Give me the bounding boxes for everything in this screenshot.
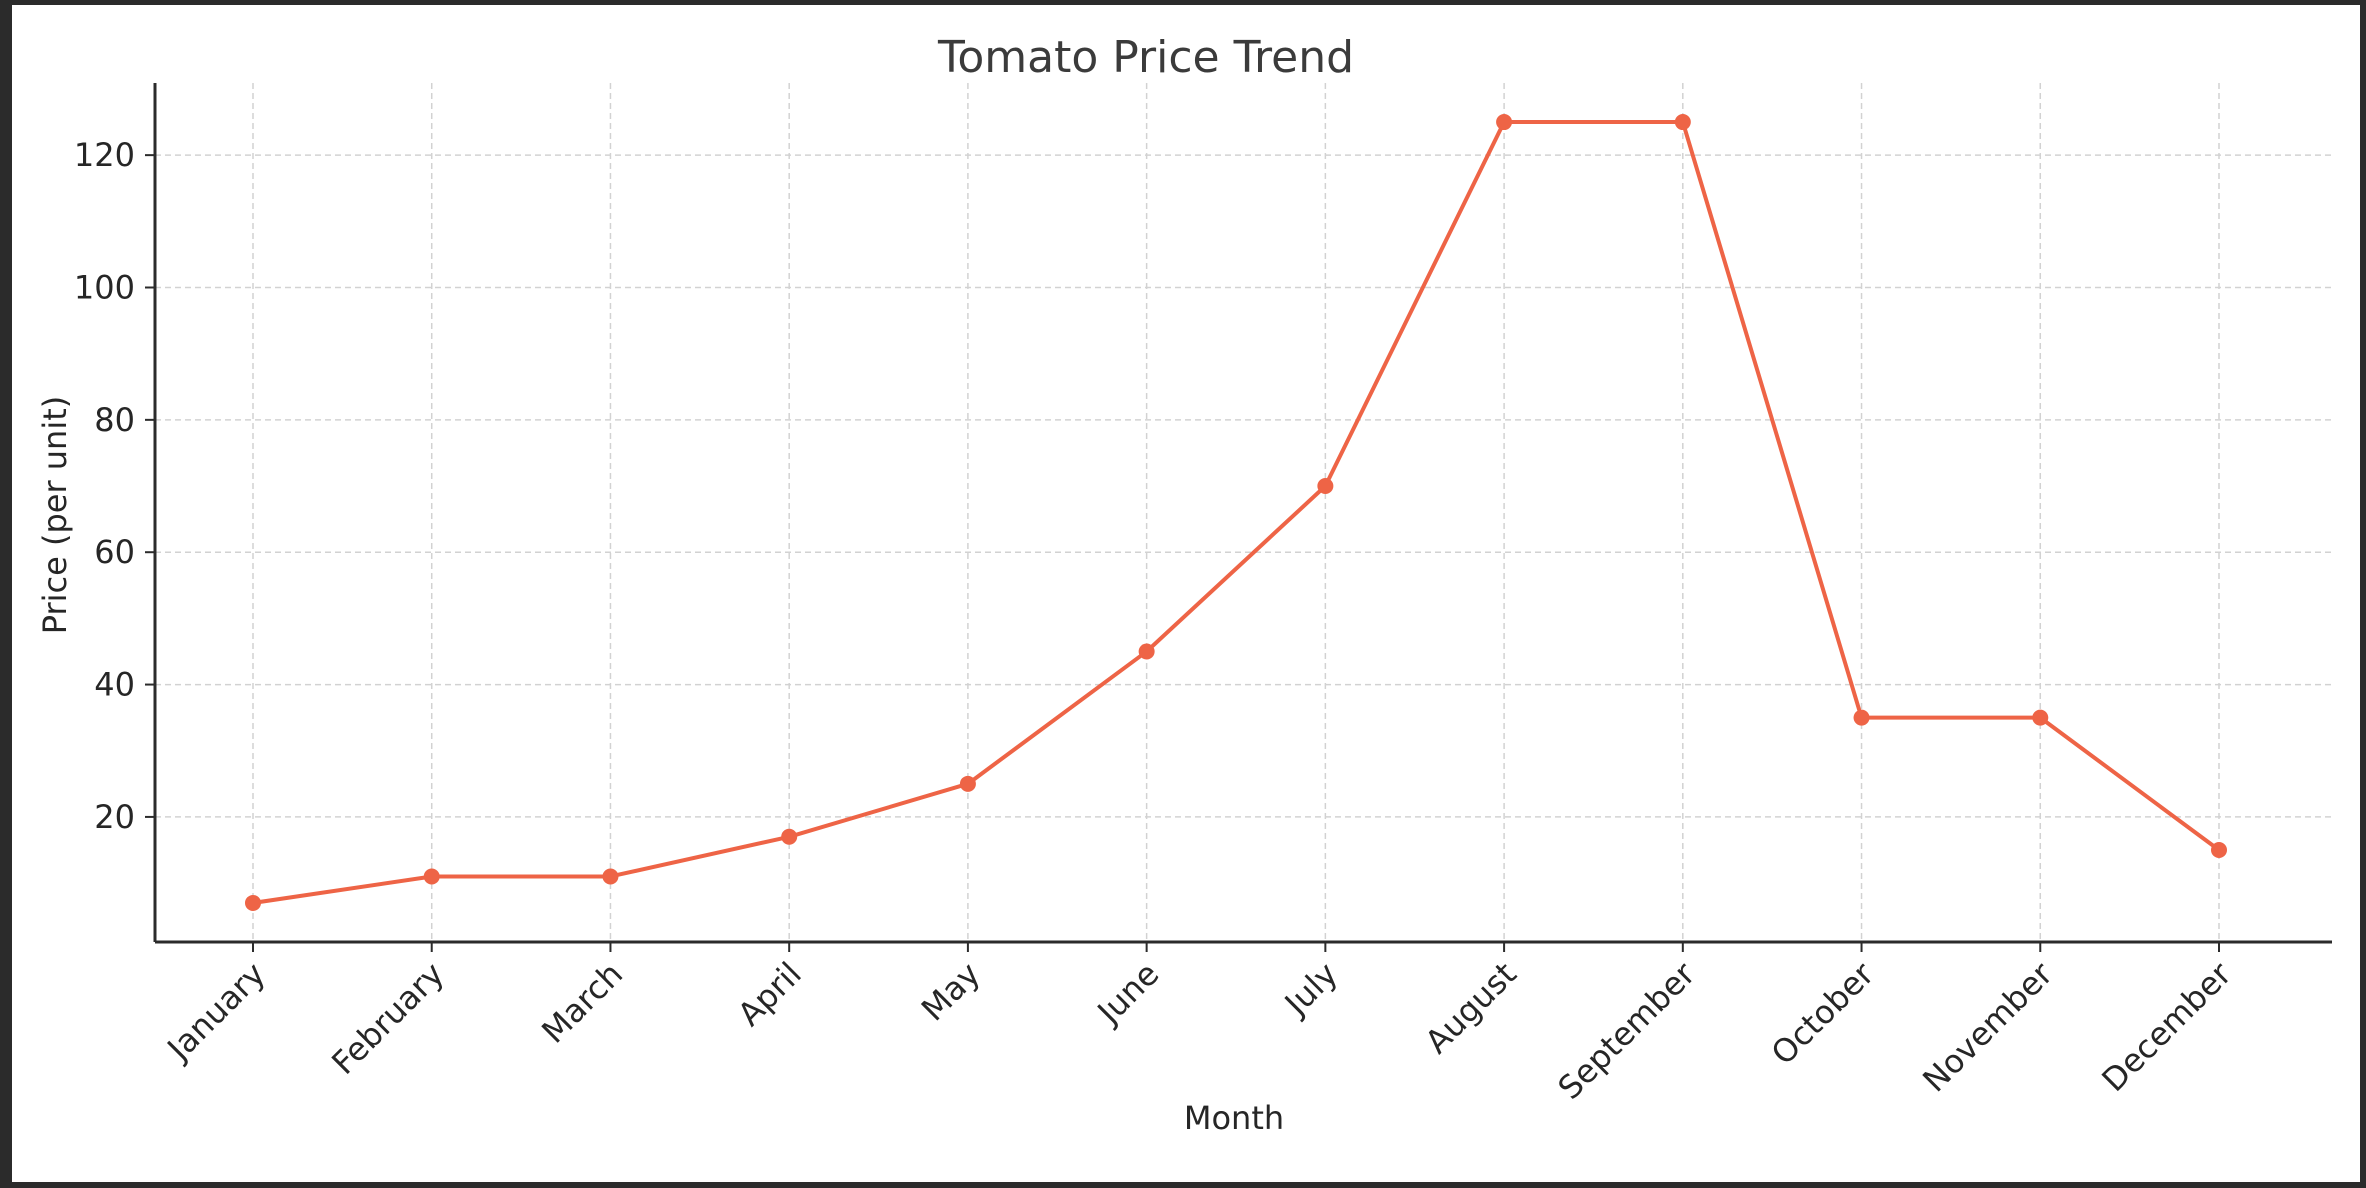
x-tick-label: January	[159, 955, 273, 1069]
x-tick-label: September	[1551, 954, 1704, 1107]
axes	[153, 83, 2332, 944]
x-tick-label: August	[1418, 955, 1524, 1061]
data-point	[1674, 114, 1691, 131]
x-tick-label: May	[914, 955, 988, 1029]
data-points	[245, 114, 2227, 911]
data-point	[1138, 643, 1155, 660]
x-tick-label: March	[534, 955, 630, 1051]
line-chart: 20 40 60 80 100 120 January February March April…	[36, 32, 2332, 1137]
y-axis-ticks: 20 40 60 80 100 120	[74, 136, 155, 836]
grid-lines	[155, 83, 2332, 942]
data-point	[2211, 842, 2227, 859]
data-point	[1853, 709, 1870, 726]
x-tick-label: December	[2094, 954, 2239, 1099]
data-point	[1496, 114, 1513, 131]
chart-frame: 20 40 60 80 100 120 January February March April…	[12, 5, 2360, 1182]
data-point	[1317, 478, 1334, 495]
series-line	[252, 120, 2221, 905]
series-line-path	[252, 120, 2221, 905]
y-tick-label: 80	[94, 401, 135, 439]
y-axis-label: Price (per unit)	[36, 396, 74, 635]
x-axis-label: Month	[1184, 1099, 1284, 1137]
x-tick-label: June	[1089, 955, 1167, 1033]
y-tick-label: 120	[74, 136, 135, 174]
data-point	[781, 828, 798, 845]
y-tick-label: 100	[74, 268, 135, 306]
x-tick-label: February	[324, 955, 451, 1082]
data-point	[959, 775, 976, 792]
data-point	[602, 868, 619, 885]
y-tick-label: 60	[94, 533, 135, 571]
data-point	[2032, 709, 2049, 726]
data-point	[245, 894, 261, 911]
chart-title: Tomato Price Trend	[937, 32, 1354, 83]
data-point	[423, 868, 440, 885]
x-axis-ticks: January February March April May June July Augu…	[159, 942, 2239, 1107]
y-tick-label: 20	[94, 798, 135, 836]
x-tick-label: November	[1915, 954, 2060, 1099]
x-tick-label: July	[1276, 955, 1345, 1024]
x-tick-label: April	[730, 955, 809, 1034]
x-tick-label: October	[1764, 954, 1882, 1072]
y-tick-label: 40	[94, 666, 135, 704]
